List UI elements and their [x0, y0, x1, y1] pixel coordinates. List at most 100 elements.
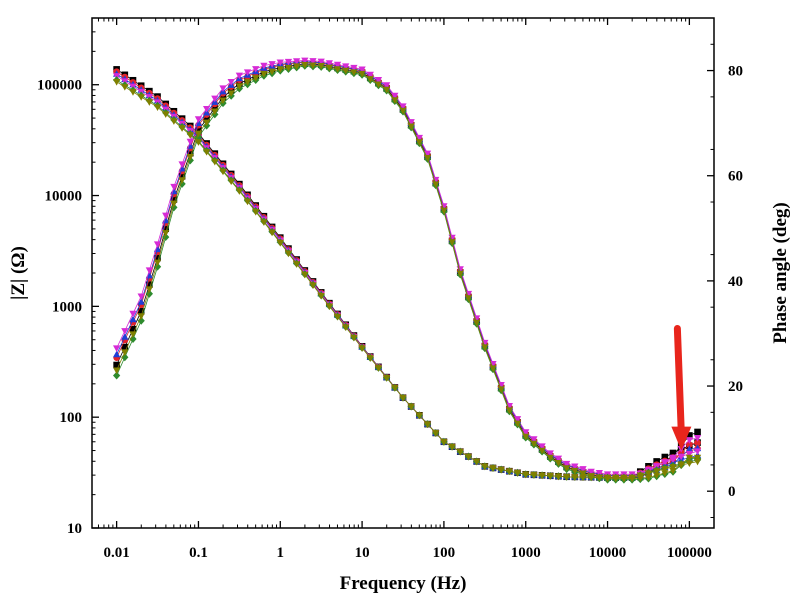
phase-point	[301, 61, 309, 69]
modulus-point	[178, 125, 186, 132]
phase-point	[203, 105, 211, 113]
modulus-point	[260, 219, 268, 226]
modulus-point	[145, 99, 153, 106]
phase-point	[350, 69, 358, 76]
axes-layer: 0.01 0.1 1 10 100 1000 10000 100000101001000100…	[37, 18, 743, 561]
modulus-point	[383, 375, 391, 382]
y-right-tick-label: 20	[728, 379, 743, 395]
phase-point	[473, 319, 481, 327]
modulus-point	[693, 448, 702, 455]
modulus-point	[399, 394, 407, 402]
phase-point	[669, 454, 677, 462]
phase-point	[383, 82, 391, 89]
modulus-point	[276, 240, 284, 247]
phase-point	[211, 95, 219, 103]
phase-point	[661, 470, 669, 477]
phase-point	[276, 59, 284, 67]
x-tick-label: 10	[355, 545, 370, 561]
phase-point	[342, 63, 350, 70]
x-tick-label: 0.1	[189, 545, 208, 561]
phase-point	[693, 434, 702, 442]
phase-point	[260, 62, 268, 70]
phase-point	[620, 475, 628, 483]
phase-point	[546, 450, 554, 457]
phase-point	[685, 437, 693, 444]
phase-point	[358, 66, 366, 74]
modulus-point	[301, 271, 309, 279]
series-2	[113, 58, 701, 481]
phase-point	[563, 465, 571, 472]
arrow-head	[671, 426, 692, 451]
phase-point	[219, 97, 227, 105]
phase-point	[636, 475, 644, 482]
modulus-point	[333, 313, 342, 321]
phase-point	[530, 440, 538, 448]
phase-point	[497, 386, 505, 393]
modulus-point	[325, 303, 333, 311]
modulus-point	[563, 473, 571, 481]
modulus-point	[440, 438, 448, 446]
phase-point	[694, 428, 701, 436]
phase-point	[432, 181, 440, 188]
phase-point	[677, 461, 685, 468]
modulus-point	[685, 450, 693, 458]
phase-point	[399, 103, 407, 110]
phase-point	[366, 76, 374, 83]
phase-point	[440, 207, 448, 215]
phase-point	[456, 270, 464, 278]
modulus-point	[677, 453, 685, 461]
modulus-line	[116, 73, 698, 478]
modulus-point	[170, 118, 178, 125]
phase-point	[399, 107, 407, 115]
phase-point	[612, 475, 620, 483]
phase-point	[137, 298, 145, 305]
modulus-point	[317, 293, 325, 300]
phase-point	[276, 66, 284, 73]
plot-frame	[91, 17, 715, 529]
phase-point	[178, 161, 186, 168]
phase-point	[333, 66, 342, 73]
modulus-point	[579, 474, 587, 481]
phase-point	[554, 459, 563, 467]
y-right-tick-label: 80	[728, 64, 743, 80]
phase-point	[603, 475, 612, 483]
modulus-point	[554, 473, 563, 481]
phase-point	[137, 313, 145, 320]
phase-point	[423, 155, 432, 162]
modulus-point	[489, 465, 497, 472]
modulus-point	[137, 94, 145, 101]
phase-point	[309, 62, 317, 70]
phase-line	[116, 61, 698, 477]
phase-point	[448, 239, 456, 246]
phase-point	[358, 70, 366, 78]
phase-point	[293, 58, 301, 65]
modulus-point	[186, 132, 194, 139]
modulus-point	[129, 89, 137, 96]
modulus-point	[653, 468, 661, 475]
phase-point	[669, 467, 677, 475]
x-tick-label: 100000	[667, 545, 712, 561]
phase-point	[162, 233, 170, 242]
modulus-point	[284, 250, 293, 258]
modulus-line	[116, 71, 698, 478]
modulus-point	[211, 158, 219, 166]
phase-point	[293, 63, 301, 71]
phase-point	[522, 429, 530, 436]
modulus-line	[116, 75, 698, 478]
modulus-point	[513, 469, 522, 477]
phase-point	[628, 475, 636, 483]
modulus-point	[448, 443, 456, 451]
modulus-point	[113, 78, 121, 86]
phase-point	[129, 331, 137, 338]
modulus-point	[538, 472, 546, 480]
modulus-point	[252, 208, 260, 216]
phase-point	[415, 134, 423, 142]
phase-point	[571, 463, 579, 471]
phase-point	[186, 138, 194, 146]
y-tick-label: 10	[67, 521, 82, 537]
phase-point	[530, 436, 538, 443]
x-tick-label: 1000	[511, 545, 541, 561]
series-6	[113, 61, 702, 483]
phase-point	[333, 61, 342, 69]
phase-point	[595, 470, 603, 477]
